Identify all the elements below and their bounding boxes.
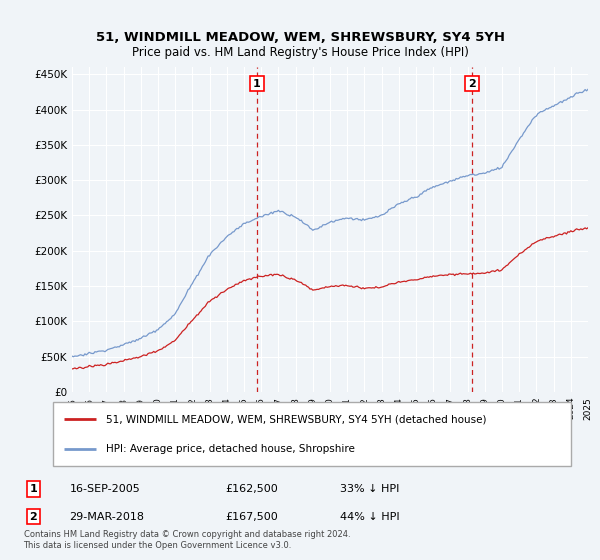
Text: 1: 1: [253, 78, 261, 88]
Text: £167,500: £167,500: [225, 512, 278, 521]
FancyBboxPatch shape: [53, 402, 571, 466]
Text: 2: 2: [468, 78, 476, 88]
Text: 2: 2: [29, 512, 37, 521]
Text: 33% ↓ HPI: 33% ↓ HPI: [340, 484, 400, 494]
Text: 51, WINDMILL MEADOW, WEM, SHREWSBURY, SY4 5YH (detached house): 51, WINDMILL MEADOW, WEM, SHREWSBURY, SY…: [106, 414, 487, 424]
Text: £162,500: £162,500: [225, 484, 278, 494]
Text: 51, WINDMILL MEADOW, WEM, SHREWSBURY, SY4 5YH: 51, WINDMILL MEADOW, WEM, SHREWSBURY, SY…: [95, 31, 505, 44]
Text: 1: 1: [29, 484, 37, 494]
Text: 16-SEP-2005: 16-SEP-2005: [70, 484, 140, 494]
Text: HPI: Average price, detached house, Shropshire: HPI: Average price, detached house, Shro…: [106, 444, 355, 454]
Text: 29-MAR-2018: 29-MAR-2018: [70, 512, 145, 521]
Text: Price paid vs. HM Land Registry's House Price Index (HPI): Price paid vs. HM Land Registry's House …: [131, 46, 469, 59]
Text: Contains HM Land Registry data © Crown copyright and database right 2024.
This d: Contains HM Land Registry data © Crown c…: [23, 530, 350, 549]
Text: 44% ↓ HPI: 44% ↓ HPI: [340, 512, 400, 521]
